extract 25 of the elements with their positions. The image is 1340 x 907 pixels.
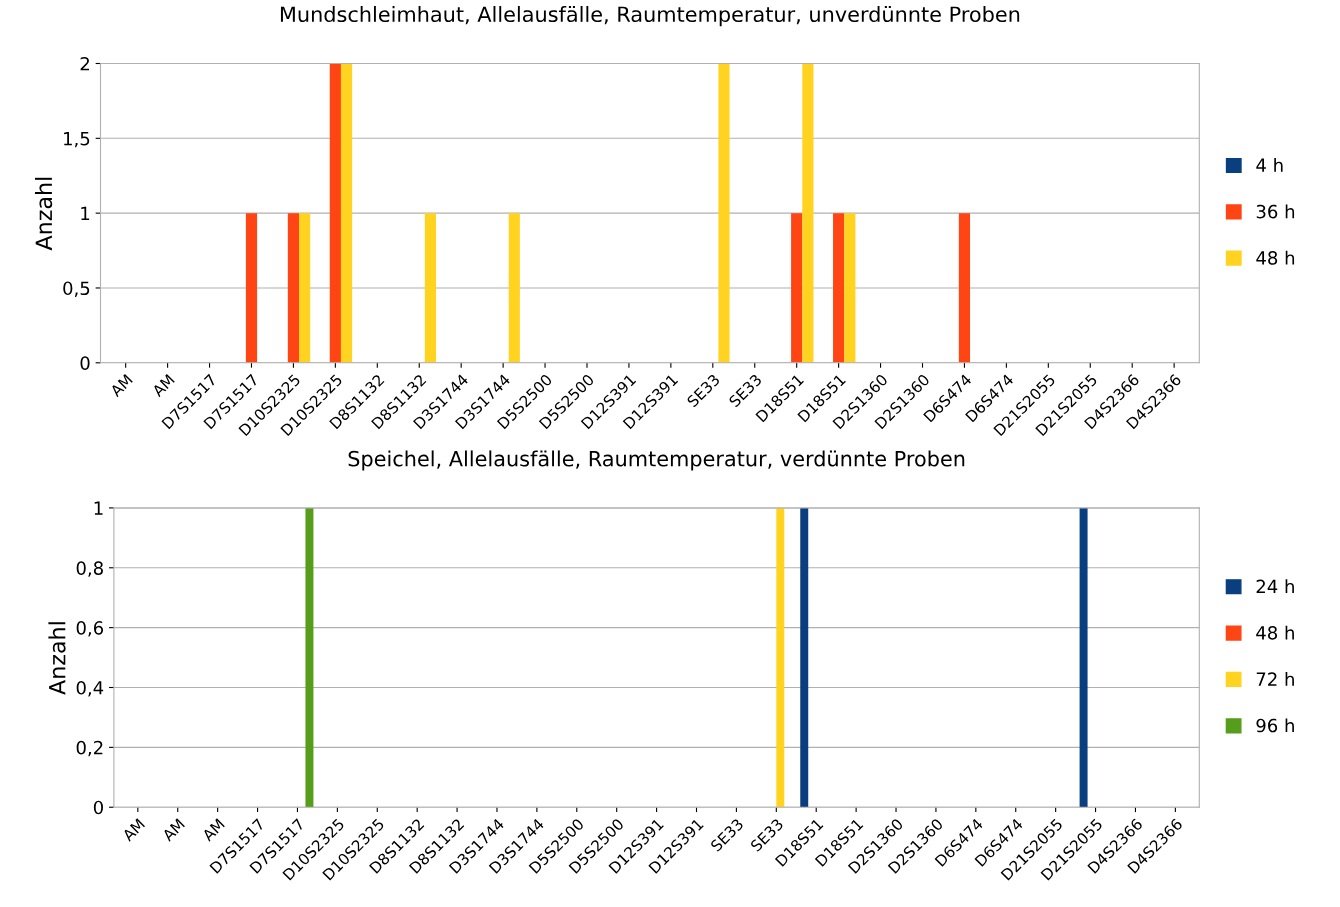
- legend-label: 48 h: [1256, 250, 1295, 265]
- legend-label: 72 h: [1256, 672, 1294, 686]
- legend-label: 48 h: [1256, 625, 1294, 640]
- y-tick-label: 1: [94, 501, 103, 515]
- chart-title: Speichel, Allelausfälle, Raumtemperatur, verdünnte Proben: [348, 450, 965, 471]
- y-tick-label: 0,2: [76, 740, 103, 757]
- legend-label: 4 h: [1256, 158, 1283, 172]
- x-tick-label: AM: [161, 818, 185, 842]
- y-tick-label: 1: [81, 206, 90, 220]
- chart-title: Mundschleimhaut, Allelausfälle, Raumtemperatur, unverdünnte Proben: [280, 5, 1020, 27]
- y-tick-label: 0,8: [76, 561, 103, 577]
- y-tick-label: 0: [93, 800, 103, 815]
- y-tick-label: 1,5: [64, 132, 90, 148]
- y-tick-label: 0: [80, 356, 90, 370]
- x-tick-label: AM: [109, 373, 133, 398]
- y-axis-title: Anzahl: [48, 622, 66, 695]
- legend-label: 24 h: [1256, 579, 1294, 594]
- y-tick-label: 0,4: [76, 680, 104, 697]
- legend-label: 96 h: [1256, 718, 1294, 733]
- y-tick-label: 0,5: [63, 281, 90, 297]
- legend-label: 36 h: [1256, 204, 1295, 219]
- x-tick-label: AM: [121, 818, 145, 842]
- y-axis-title: Anzahl: [35, 177, 53, 251]
- y-tick-label: 2: [80, 56, 89, 71]
- y-tick-label: 0,6: [76, 621, 104, 637]
